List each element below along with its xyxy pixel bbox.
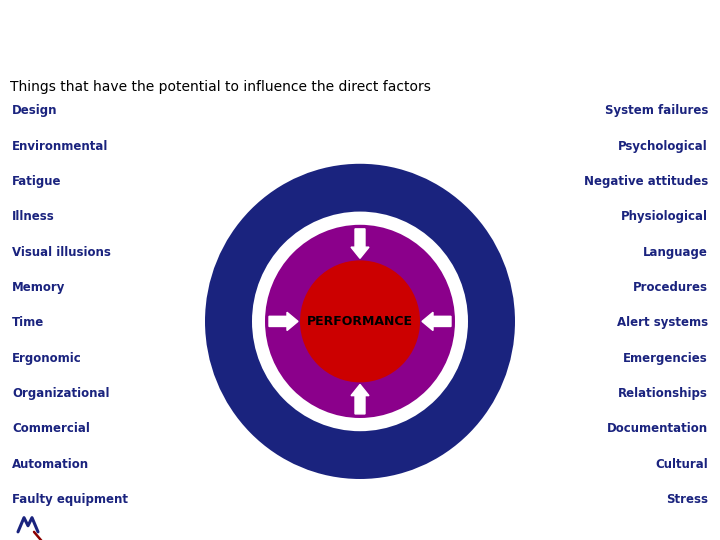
Text: Organizational: Organizational — [12, 387, 109, 400]
Text: System failures: System failures — [605, 104, 708, 117]
Circle shape — [265, 225, 455, 418]
FancyArrow shape — [349, 433, 371, 471]
FancyArrow shape — [269, 312, 298, 330]
Text: Negative attitudes: Negative attitudes — [584, 175, 708, 188]
Text: Stress: Stress — [666, 493, 708, 506]
FancyArrow shape — [422, 312, 451, 330]
Text: Things that have the potential to influence the direct factors: Things that have the potential to influe… — [10, 80, 431, 94]
Text: Visual illusions: Visual illusions — [12, 246, 111, 259]
Text: Environmental: Environmental — [12, 140, 109, 153]
Text: Illness: Illness — [12, 211, 55, 224]
FancyArrow shape — [351, 229, 369, 258]
Text: Procedures: Procedures — [633, 281, 708, 294]
Text: Automation: Automation — [12, 457, 89, 470]
Text: Fatigue: Fatigue — [12, 175, 61, 188]
Text: Psychological: Psychological — [618, 140, 708, 153]
Text: Commercial: Commercial — [12, 422, 90, 435]
Text: PERFORMANCE: PERFORMANCE — [307, 315, 413, 328]
FancyArrow shape — [351, 384, 369, 414]
Text: Alert systems: Alert systems — [617, 316, 708, 329]
Text: Documentation: Documentation — [607, 422, 708, 435]
Circle shape — [205, 164, 515, 479]
Text: Physiological: Physiological — [621, 211, 708, 224]
FancyArrow shape — [470, 310, 507, 333]
Text: Faulty equipment: Faulty equipment — [12, 493, 128, 506]
Circle shape — [300, 260, 420, 382]
Text: Potential Factors: Potential Factors — [11, 19, 304, 49]
Text: Design: Design — [12, 104, 58, 117]
Text: Cultural: Cultural — [655, 457, 708, 470]
Circle shape — [252, 212, 468, 431]
Text: Relationships: Relationships — [618, 387, 708, 400]
Text: Time: Time — [12, 316, 44, 329]
Text: Language: Language — [643, 246, 708, 259]
FancyArrow shape — [349, 172, 371, 210]
Text: Ergonomic: Ergonomic — [12, 352, 82, 365]
Text: Memory: Memory — [12, 281, 66, 294]
FancyArrow shape — [213, 310, 250, 333]
Text: Emergencies: Emergencies — [624, 352, 708, 365]
